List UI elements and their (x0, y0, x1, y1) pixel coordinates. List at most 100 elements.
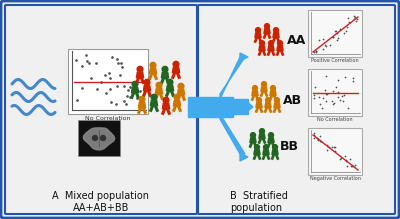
Point (328, 99, 335, 102)
FancyBboxPatch shape (308, 69, 362, 116)
Point (311, 93, 317, 96)
Point (324, 92, 330, 95)
Circle shape (167, 79, 173, 85)
Text: No Correlation: No Correlation (85, 116, 131, 121)
Point (324, 143, 330, 147)
Circle shape (144, 79, 150, 85)
Polygon shape (277, 46, 283, 51)
Polygon shape (264, 29, 270, 34)
Polygon shape (259, 46, 265, 51)
Point (344, 164, 350, 167)
Circle shape (264, 24, 270, 29)
Polygon shape (178, 89, 185, 95)
Point (127, 86, 133, 89)
Point (334, 39, 340, 42)
Circle shape (260, 41, 264, 46)
Point (314, 136, 320, 139)
Point (327, 43, 333, 47)
Circle shape (256, 28, 260, 33)
Circle shape (256, 98, 262, 103)
Point (106, 72, 112, 75)
Point (333, 85, 339, 88)
Polygon shape (155, 88, 162, 94)
Point (330, 35, 336, 39)
Point (337, 157, 343, 161)
Circle shape (266, 98, 270, 103)
Point (330, 89, 336, 93)
Point (124, 94, 130, 97)
Point (86, 62, 92, 65)
Polygon shape (274, 103, 280, 108)
Point (343, 159, 349, 162)
Point (317, 102, 323, 106)
Point (352, 15, 358, 19)
Circle shape (274, 28, 278, 33)
Polygon shape (83, 128, 115, 150)
Polygon shape (138, 102, 146, 108)
Polygon shape (131, 87, 138, 93)
Polygon shape (254, 150, 260, 155)
Point (313, 49, 320, 53)
Point (334, 95, 341, 99)
Text: AB: AB (283, 94, 302, 106)
Point (320, 96, 326, 100)
Point (113, 102, 120, 106)
Point (330, 101, 337, 105)
Point (315, 139, 321, 142)
Circle shape (252, 86, 258, 91)
Point (332, 29, 339, 33)
Text: B  Stratified
population: B Stratified population (230, 191, 288, 213)
Polygon shape (150, 68, 157, 74)
Polygon shape (174, 100, 181, 106)
Circle shape (100, 136, 106, 141)
Point (94, 87, 100, 90)
Text: A  Mixed population
AA+AB+BB: A Mixed population AA+AB+BB (52, 191, 150, 213)
Circle shape (139, 96, 145, 102)
Point (311, 136, 317, 140)
Polygon shape (245, 100, 253, 113)
Circle shape (268, 133, 274, 138)
Point (102, 91, 109, 95)
Point (324, 148, 330, 151)
Point (73, 58, 80, 62)
Point (354, 17, 360, 21)
Point (319, 106, 326, 110)
Point (331, 146, 337, 149)
Point (312, 86, 318, 89)
Point (342, 76, 348, 79)
FancyArrow shape (188, 97, 233, 117)
Point (336, 99, 343, 102)
Point (342, 29, 349, 33)
FancyBboxPatch shape (198, 5, 395, 214)
FancyBboxPatch shape (308, 128, 362, 175)
Point (316, 96, 322, 99)
Polygon shape (144, 85, 150, 91)
Point (315, 137, 322, 141)
FancyBboxPatch shape (5, 5, 197, 214)
Point (344, 26, 350, 29)
Point (350, 77, 356, 80)
Polygon shape (255, 33, 261, 38)
Text: AA: AA (287, 35, 306, 48)
Point (317, 140, 324, 143)
Circle shape (156, 82, 162, 88)
Circle shape (272, 145, 278, 150)
Point (74, 98, 80, 102)
Text: Positive Correlation: Positive Correlation (311, 58, 359, 63)
Point (118, 61, 124, 65)
Circle shape (150, 62, 156, 68)
Point (114, 57, 120, 61)
Point (352, 163, 358, 166)
Polygon shape (263, 150, 269, 155)
Point (329, 145, 335, 149)
Point (323, 74, 329, 78)
Point (345, 106, 351, 110)
Polygon shape (250, 138, 256, 143)
Circle shape (278, 41, 282, 46)
Point (351, 14, 357, 17)
Point (330, 102, 336, 105)
Point (310, 132, 317, 135)
Polygon shape (256, 103, 262, 108)
Point (313, 49, 320, 52)
Point (311, 134, 317, 137)
